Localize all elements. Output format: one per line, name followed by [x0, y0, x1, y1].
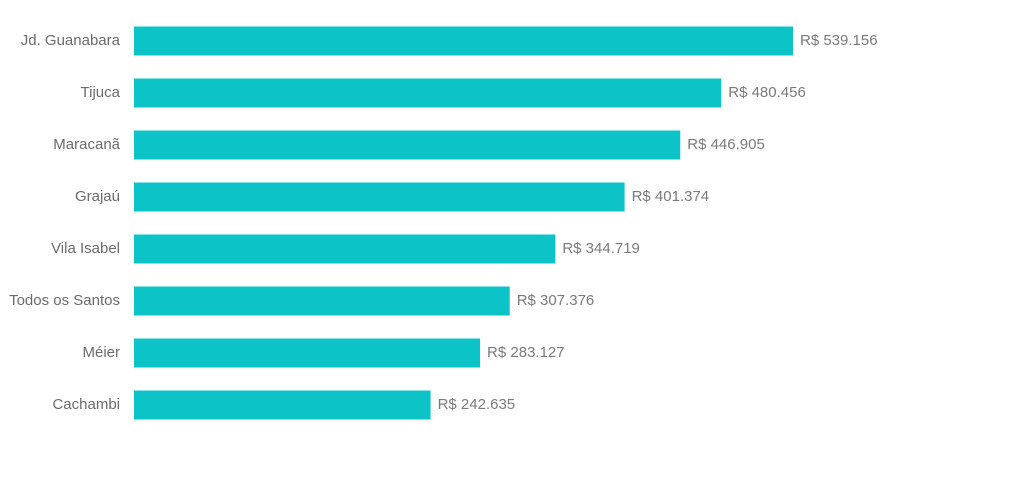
value-label-1: R$ 480.456: [728, 84, 806, 101]
bar-2: [134, 130, 681, 160]
category-label-2: Maracanã: [53, 136, 120, 153]
bar-5: [134, 286, 510, 316]
value-label-4: R$ 344.719: [562, 240, 640, 257]
bar-3: [134, 182, 625, 212]
category-label-5: Todos os Santos: [9, 292, 120, 309]
value-label-0: R$ 539.156: [800, 32, 878, 49]
category-label-0: Jd. Guanabara: [21, 32, 121, 49]
bar-0: [134, 26, 793, 56]
category-label-1: Tijuca: [81, 84, 121, 101]
category-labels: Jd. Guanabara Tijuca Maracanã Grajaú Vila Is…: [9, 32, 121, 413]
category-label-3: Grajaú: [75, 188, 120, 205]
value-label-5: R$ 307.376: [517, 292, 595, 309]
bar-4: [134, 234, 556, 264]
bar-7: [134, 390, 431, 420]
bar-6: [134, 338, 481, 368]
category-label-4: Vila Isabel: [51, 240, 120, 257]
value-labels: R$ 539.156 R$ 480.456 R$ 446.905 R$ 401.374…: [438, 32, 878, 413]
category-label-7: Cachambi: [52, 396, 120, 413]
bar-1: [134, 78, 722, 108]
category-label-6: Méier: [82, 344, 120, 361]
value-label-2: R$ 446.905: [687, 136, 765, 153]
value-label-3: R$ 401.374: [632, 188, 710, 205]
bars: [134, 26, 793, 420]
value-label-7: R$ 242.635: [438, 396, 516, 413]
value-label-6: R$ 283.127: [487, 344, 565, 361]
